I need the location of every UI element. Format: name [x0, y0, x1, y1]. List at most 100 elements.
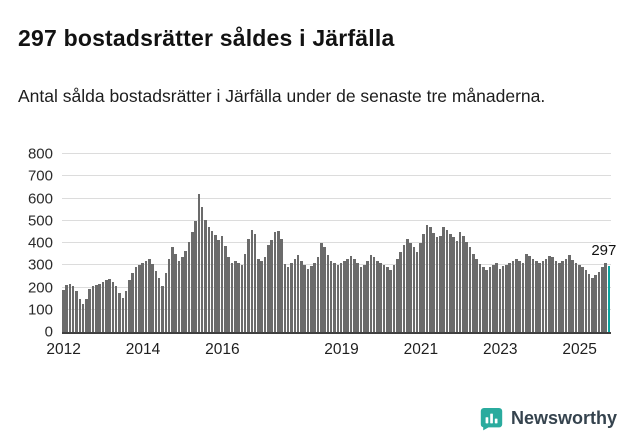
- bar: [571, 259, 574, 332]
- bar: [253, 234, 257, 332]
- bar: [429, 227, 432, 332]
- bar: [157, 277, 161, 332]
- x-axis-tick-label: 2023: [482, 341, 518, 358]
- bar: [379, 263, 383, 332]
- gridline: [62, 219, 611, 221]
- bar: [369, 255, 373, 332]
- bar: [260, 260, 263, 332]
- bar: [409, 243, 412, 332]
- bar: [353, 258, 356, 332]
- gridline: [62, 264, 611, 266]
- bar: [465, 241, 469, 332]
- bar: [154, 270, 158, 332]
- y-axis-tick-label: 300: [27, 256, 53, 274]
- bar: [445, 229, 449, 332]
- bar: [138, 265, 141, 332]
- bar: [217, 239, 221, 332]
- bar: [343, 260, 346, 332]
- bar: [95, 285, 98, 332]
- bar: [336, 265, 340, 332]
- gridline: [62, 197, 611, 199]
- bar: [267, 245, 270, 332]
- bar: [518, 260, 521, 332]
- y-axis-tick-label: 400: [27, 234, 53, 252]
- bar: [75, 290, 78, 332]
- brand-name: Newsworthy: [510, 408, 617, 428]
- bar: [224, 246, 227, 332]
- bar: [435, 237, 439, 332]
- bar: [326, 255, 330, 332]
- bar: [283, 264, 287, 332]
- bar: [65, 285, 68, 332]
- bar: [128, 279, 131, 332]
- bar: [230, 263, 234, 332]
- bar: [313, 263, 316, 332]
- bar: [601, 267, 604, 332]
- bar: [263, 257, 267, 332]
- bar: [131, 273, 135, 332]
- bar: [187, 241, 191, 332]
- bar: [147, 258, 151, 332]
- bar: [290, 263, 293, 332]
- bar: [468, 247, 472, 332]
- bar: [88, 288, 92, 332]
- bar: [462, 236, 465, 332]
- bar: [594, 275, 598, 332]
- bar: [161, 286, 164, 332]
- bar: [134, 267, 138, 332]
- bar: [171, 247, 174, 332]
- bar: [366, 260, 369, 332]
- bar: [349, 256, 353, 332]
- bar: [534, 260, 538, 332]
- bar: [78, 298, 82, 332]
- bar: [422, 234, 426, 332]
- bar: [564, 258, 568, 332]
- bar: [257, 258, 260, 332]
- bar: [339, 263, 343, 332]
- bar: [475, 258, 478, 332]
- bar: [280, 238, 283, 332]
- bar: [207, 227, 211, 332]
- bar: [197, 194, 201, 332]
- bar: [62, 289, 65, 332]
- bar: [531, 258, 535, 332]
- bar: [472, 254, 475, 332]
- y-axis-tick-label: 500: [27, 212, 53, 230]
- bar: [382, 265, 386, 332]
- bar: [495, 263, 498, 332]
- bar: [233, 260, 237, 332]
- bar: [316, 257, 320, 332]
- bar: [372, 257, 376, 332]
- bar: [214, 235, 217, 332]
- gridline: [62, 175, 611, 177]
- bar: [296, 255, 300, 332]
- bar: [511, 260, 515, 332]
- bar: [405, 238, 409, 332]
- bar: [98, 284, 101, 332]
- bar: [452, 237, 455, 332]
- y-axis-tick-label: 600: [27, 190, 53, 207]
- bar: [81, 304, 85, 332]
- bar: [396, 258, 399, 332]
- bar: [167, 258, 171, 332]
- bar: [392, 265, 396, 332]
- gridline: [62, 242, 611, 243]
- bar: [164, 273, 168, 332]
- bar: [101, 281, 105, 332]
- bar: [515, 258, 518, 332]
- bar: [293, 258, 297, 332]
- bar: [200, 207, 204, 332]
- bar: [118, 293, 121, 332]
- newsworthy-logo[interactable]: Newsworthy: [479, 406, 617, 431]
- bar: [237, 263, 240, 332]
- bar: [412, 247, 416, 332]
- bar: [220, 236, 224, 332]
- bar: [376, 260, 379, 332]
- bar: [306, 268, 310, 332]
- plot-area: 0 100 200 300 400 500 600 700 800 2012 2014 2016 201…: [28, 146, 616, 359]
- bar: [121, 297, 125, 332]
- bar: [581, 267, 584, 332]
- bar: [399, 251, 402, 332]
- bar: [310, 266, 313, 332]
